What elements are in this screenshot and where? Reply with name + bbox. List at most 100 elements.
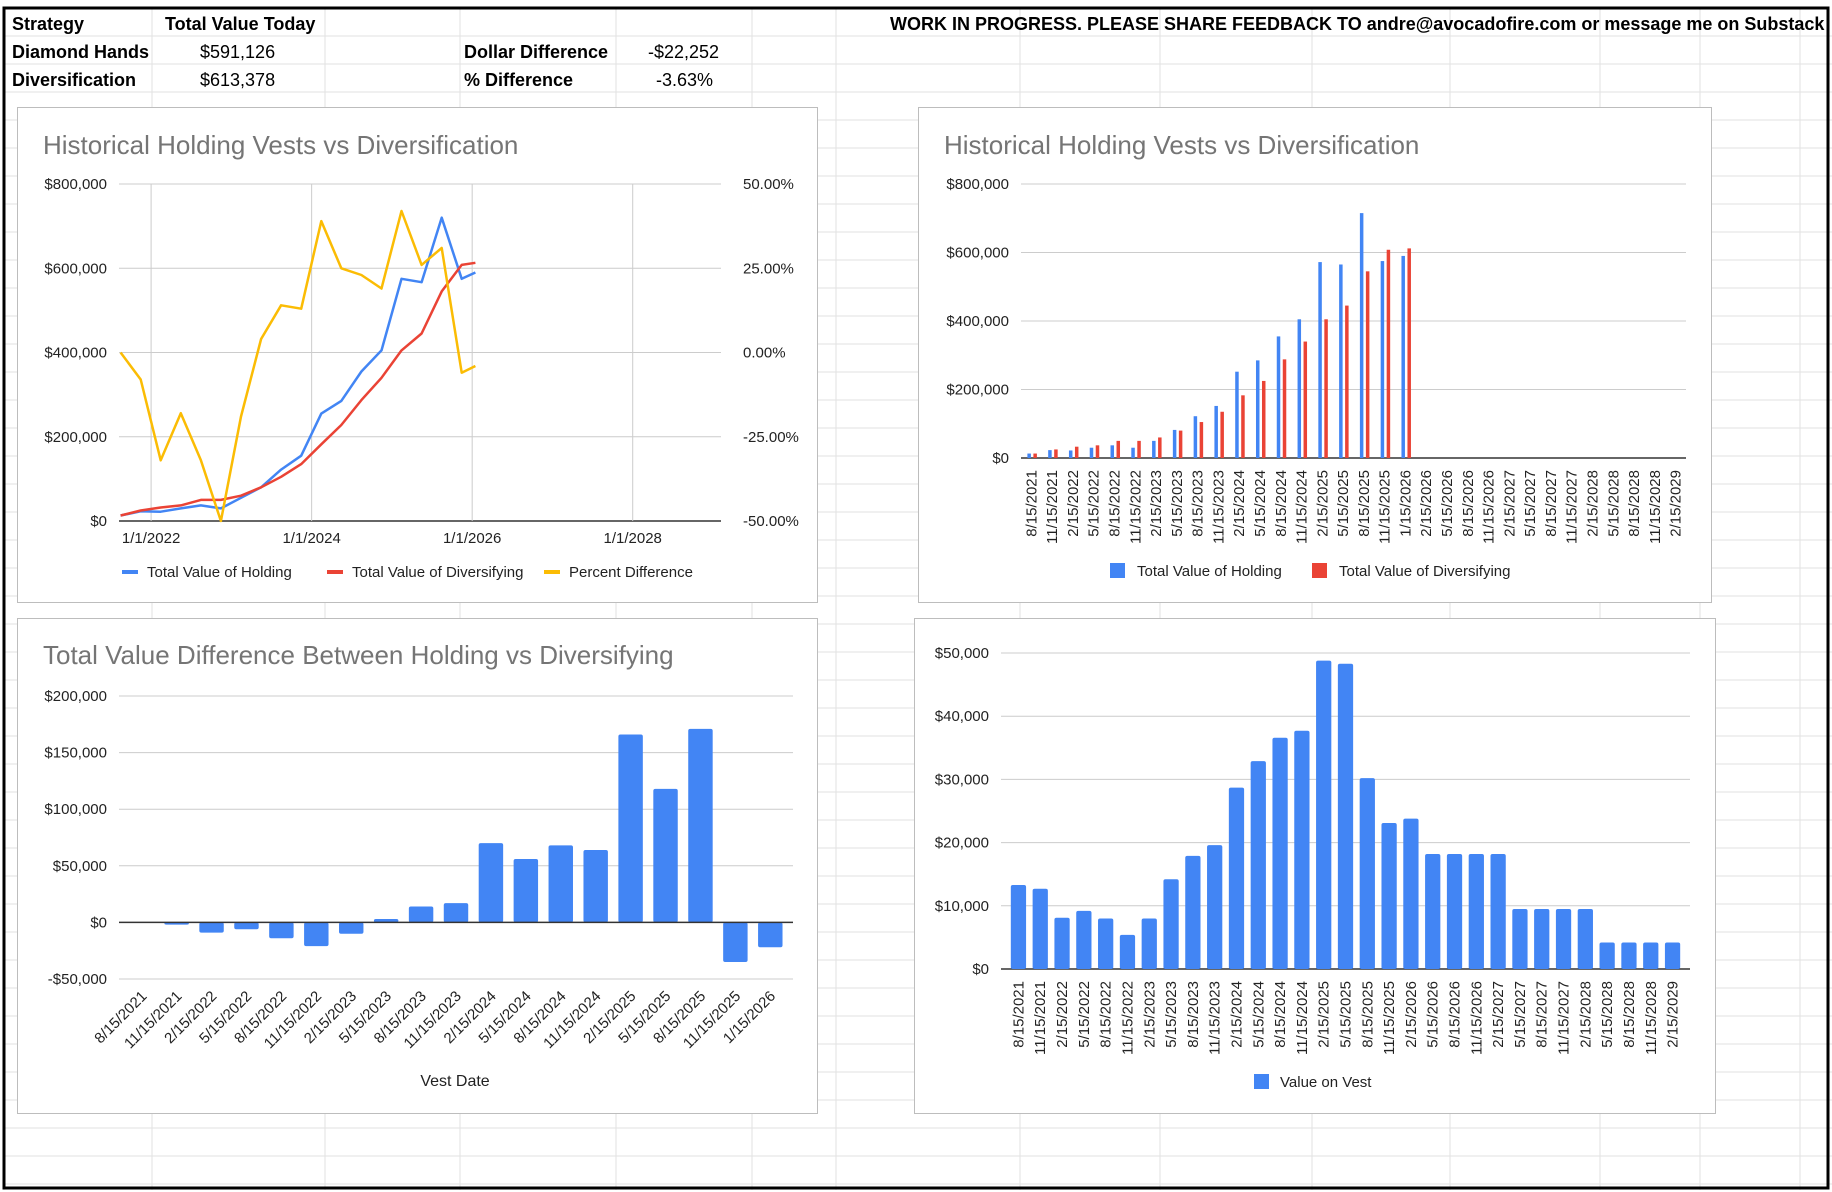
x-tick-label: 2/15/2025 xyxy=(1316,981,1333,1048)
header-strategy[interactable]: Strategy xyxy=(12,14,85,34)
bar xyxy=(234,922,259,930)
series-line xyxy=(120,261,476,517)
dollar-difference-label[interactable]: Dollar Difference xyxy=(464,42,609,62)
x-tick-label: 5/15/2027 xyxy=(1512,981,1529,1048)
y-tick-label-left: $600,000 xyxy=(44,260,107,277)
x-tick-label: 8/15/2028 xyxy=(1621,981,1638,1048)
x-tick-label: 11/15/2028 xyxy=(1643,981,1660,1055)
y-tick-label: $800,000 xyxy=(946,176,1009,193)
x-tick-label: 8/15/2025 xyxy=(1359,981,1376,1048)
bar xyxy=(723,922,748,963)
bar xyxy=(1255,360,1260,458)
bar xyxy=(1446,853,1463,969)
row-diamond-hands-label[interactable]: Diamond Hands xyxy=(12,42,150,62)
feedback-notice[interactable]: WORK IN PROGRESS. PLEASE SHARE FEEDBACK … xyxy=(890,14,1825,34)
y-tick-label: $10,000 xyxy=(935,898,989,915)
bar xyxy=(1512,908,1528,969)
x-tick-label: 8/15/2021 xyxy=(1023,470,1040,537)
x-tick-label: 11/15/2024 xyxy=(1294,470,1311,544)
chart-title: Total Value Difference Between Holding v… xyxy=(43,640,674,670)
bar xyxy=(548,845,573,923)
x-tick-label: 11/15/2025 xyxy=(1377,470,1394,544)
x-tick-label: 2/15/2027 xyxy=(1501,470,1518,537)
x-tick-label: 2/15/2028 xyxy=(1584,470,1601,537)
row-diversification-value[interactable]: $613,378 xyxy=(200,70,276,90)
x-tick-label: 5/15/2025 xyxy=(1335,470,1352,537)
bar xyxy=(1207,845,1223,969)
x-tick-label: 1/1/2024 xyxy=(282,530,340,547)
x-tick-label: 2/15/2022 xyxy=(1054,981,1071,1048)
x-tick-label: 2/15/2023 xyxy=(1141,981,1158,1048)
bar xyxy=(1095,445,1100,458)
x-tick-label: 11/15/2026 xyxy=(1468,981,1485,1055)
bar xyxy=(1119,934,1136,969)
bar xyxy=(339,922,364,934)
pct-difference-label[interactable]: % Difference xyxy=(464,70,574,90)
bar xyxy=(1172,429,1177,458)
x-tick-label: 2/15/2027 xyxy=(1490,981,1507,1048)
header-total-value[interactable]: Total Value Today xyxy=(165,14,316,34)
bar xyxy=(1152,440,1156,458)
bar xyxy=(1272,737,1288,969)
bar xyxy=(1054,917,1070,969)
y-tick-label-left: $0 xyxy=(90,513,107,530)
y-tick-label-left: $400,000 xyxy=(44,345,107,362)
bar xyxy=(1241,395,1245,458)
x-tick-label: 11/15/2021 xyxy=(1044,470,1061,544)
dollar-difference-value[interactable]: -$22,252 xyxy=(648,42,720,62)
x-tick-label: 11/15/2025 xyxy=(1381,981,1398,1055)
x-tick-label: 8/15/2026 xyxy=(1447,981,1464,1048)
bar xyxy=(1282,359,1287,458)
x-tick-label: 1/1/2026 xyxy=(443,530,501,547)
x-tick-label: 2/15/2028 xyxy=(1577,981,1594,1048)
row-diversification-label[interactable]: Diversification xyxy=(12,70,137,90)
x-tick-label: 8/15/2027 xyxy=(1543,470,1560,537)
y-tick-label-right: -25.00% xyxy=(743,429,799,446)
bar-chart-difference[interactable]: Total Value Difference Between Holding v… xyxy=(17,618,818,1114)
line-chart-historical[interactable]: Historical Holding Vests vs Diversificat… xyxy=(17,107,818,603)
x-tick-label: 5/15/2026 xyxy=(1439,470,1456,537)
x-tick-label: 1/15/2026 xyxy=(1397,470,1414,537)
bar xyxy=(373,919,399,923)
bar xyxy=(1294,730,1310,969)
bar xyxy=(1407,248,1411,458)
bar xyxy=(1403,818,1419,969)
x-tick-label: 1/1/2028 xyxy=(604,530,662,547)
bar xyxy=(1137,440,1141,458)
series-line xyxy=(120,216,476,517)
y-tick-label-left: $200,000 xyxy=(44,429,107,446)
x-tick-label: 11/15/2026 xyxy=(1481,470,1498,544)
y-tick-label-right: 0.00% xyxy=(743,345,786,362)
bar xyxy=(1110,445,1115,458)
legend-label: Percent Difference xyxy=(569,564,693,581)
bar xyxy=(1316,660,1332,969)
x-tick-label: 5/15/2028 xyxy=(1605,470,1622,537)
bar-chart-value-on-vest[interactable]: $0 $10,000 $20,000 $30,000 $40,000 $50,000 8/1… xyxy=(914,618,1716,1114)
bar xyxy=(1490,853,1506,969)
pct-difference-value[interactable]: -3.63% xyxy=(656,70,714,90)
y-tick-label-left: $800,000 xyxy=(44,176,107,193)
bar xyxy=(1116,440,1121,458)
y-tick-label: $20,000 xyxy=(935,835,989,852)
bar-chart-historical[interactable]: Historical Holding Vests vs Diversificat… xyxy=(918,107,1712,603)
x-tick-label: 8/15/2024 xyxy=(1272,981,1289,1048)
row-diamond-hands-value[interactable]: $591,126 xyxy=(200,42,276,62)
bar xyxy=(1193,416,1198,458)
x-tick-label: 11/15/2021 xyxy=(1032,981,1049,1055)
sheet-border xyxy=(2,6,1830,1190)
bar xyxy=(1010,884,1027,969)
bar xyxy=(1033,453,1037,458)
y-tick-label: -$50,000 xyxy=(48,971,107,988)
bar xyxy=(688,728,713,923)
bar xyxy=(1076,910,1092,969)
bar xyxy=(1345,305,1349,458)
bar xyxy=(1643,942,1659,969)
bar xyxy=(1163,879,1179,969)
x-tick-label: 2/15/2026 xyxy=(1418,470,1435,537)
x-tick-label: 2/15/2024 xyxy=(1228,981,1245,1048)
x-tick-label: 8/15/2024 xyxy=(1273,470,1290,537)
y-tick-label-right: 50.00% xyxy=(743,176,794,193)
x-tick-label: 2/15/2029 xyxy=(1665,981,1682,1048)
y-tick-label: $30,000 xyxy=(935,771,989,788)
bar xyxy=(1185,855,1201,969)
